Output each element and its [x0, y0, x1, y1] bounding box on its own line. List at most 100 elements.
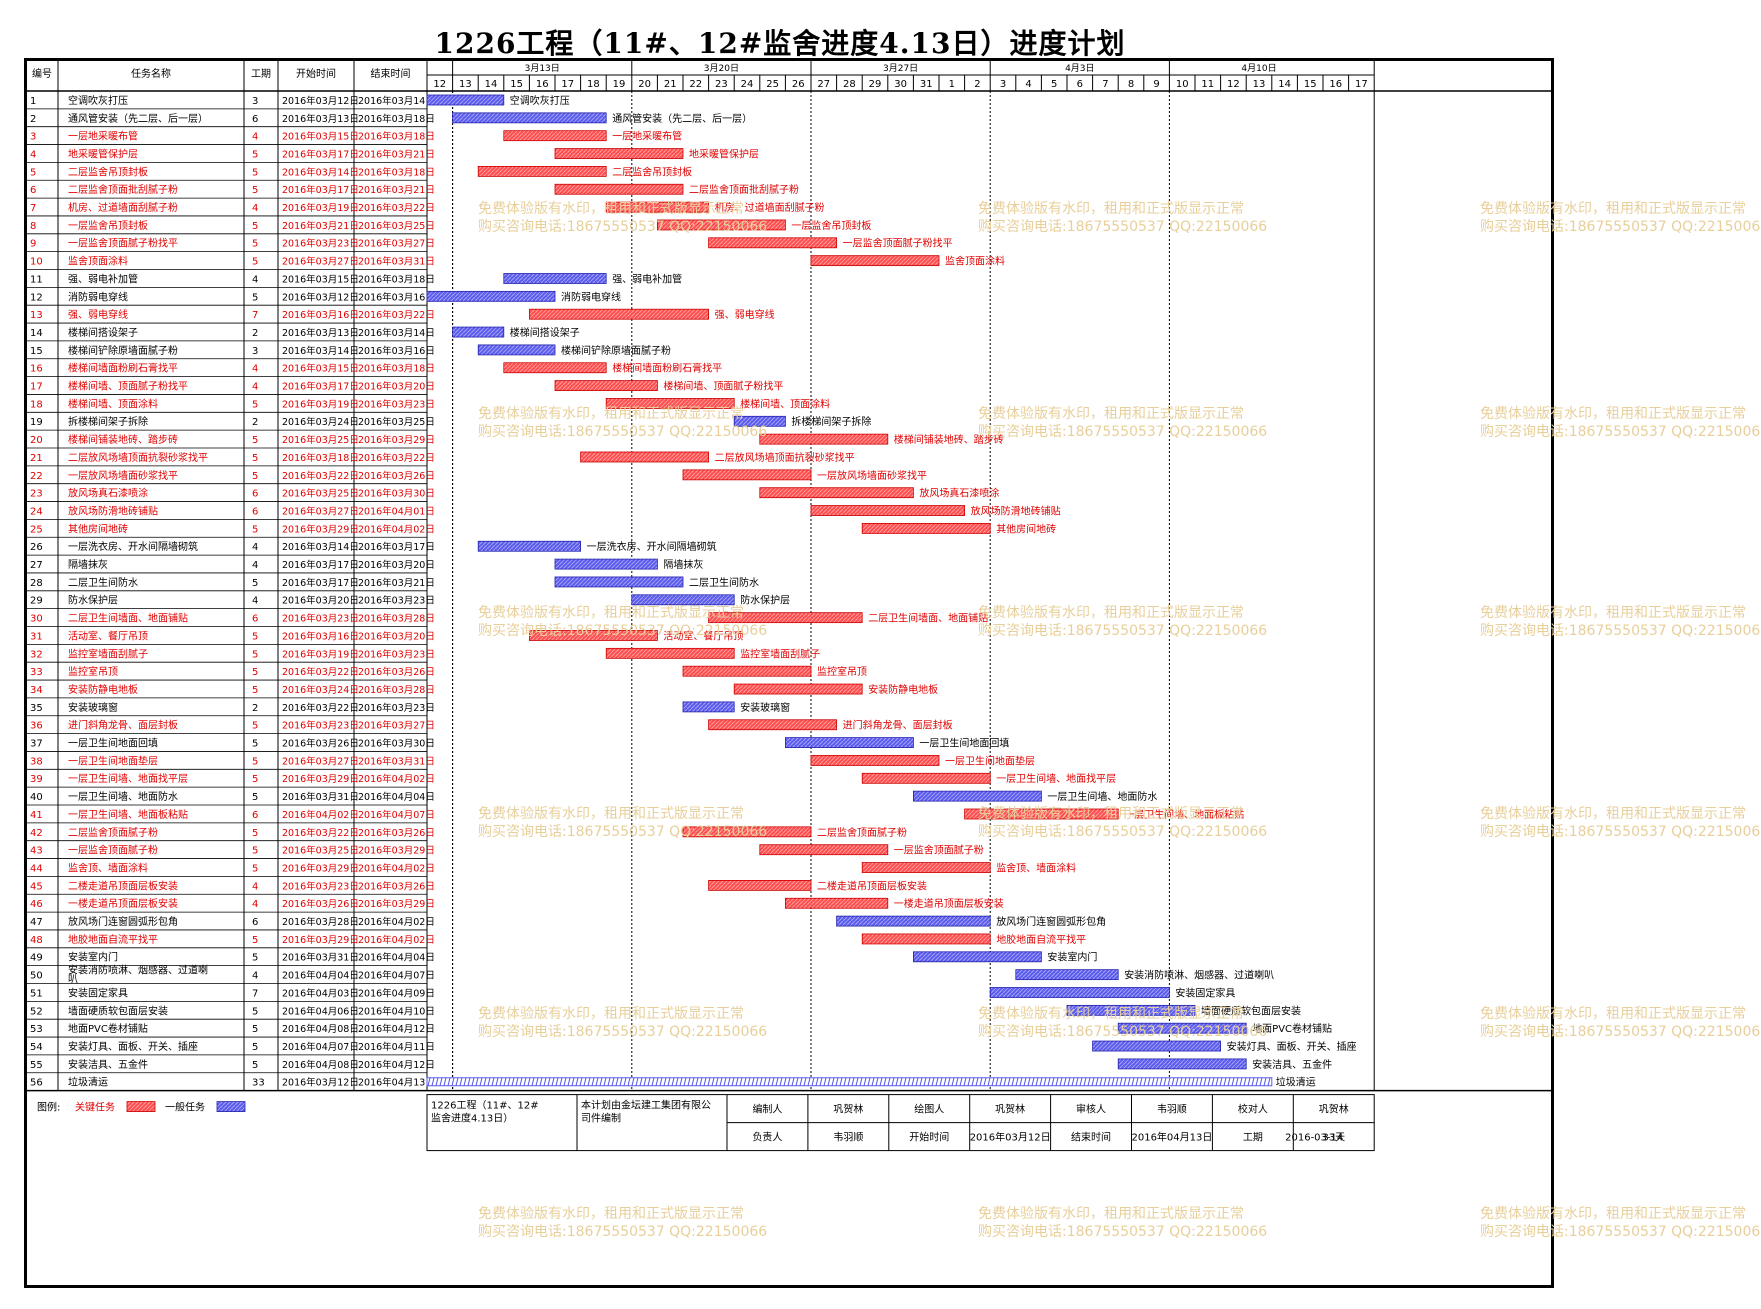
task-id: 27	[30, 560, 43, 571]
task-duration: 5	[252, 756, 258, 767]
task-name: 一层洗衣房、开水间隔墙砌筑	[68, 540, 198, 553]
summary-hatch	[787, 1077, 791, 1086]
summary-hatch	[471, 1077, 475, 1086]
task-name: 空调吹灰打压	[68, 94, 128, 107]
summary-hatch	[491, 1077, 495, 1086]
summary-hatch	[511, 1077, 515, 1086]
summary-hatch	[595, 1077, 599, 1086]
task-start: 2016年03月14日	[282, 345, 359, 357]
summary-hatch	[987, 1077, 991, 1086]
bar-label: 监控室墙面刮腻子	[740, 647, 820, 660]
general-task-bar	[682, 701, 735, 713]
legend-label: 图例:	[37, 1101, 60, 1114]
bar-label: 放风场防滑地砖铺贴	[971, 504, 1061, 517]
task-end: 2016年03月28日	[358, 613, 435, 625]
week-label: 4月10日	[1241, 63, 1276, 74]
footer-value: 2016年04月13日	[1131, 1131, 1212, 1144]
summary-hatch	[1039, 1077, 1043, 1086]
task-id: 25	[30, 524, 43, 535]
bar-label: 一层卫生间地面垫层	[945, 754, 1035, 767]
task-start: 2016年03月14日	[282, 541, 359, 553]
summary-hatch	[535, 1077, 539, 1086]
summary-hatch	[755, 1077, 759, 1086]
task-end: 2016年04月02日	[358, 773, 435, 785]
summary-hatch	[1163, 1077, 1167, 1086]
task-duration: 4	[252, 274, 258, 285]
task-id: 54	[30, 1042, 43, 1053]
bar-label: 进门斜角龙骨、面层封板	[843, 719, 953, 732]
summary-hatch	[823, 1077, 827, 1086]
day-label: 8	[1128, 79, 1134, 90]
task-end: 2016年04月10日	[358, 1005, 435, 1017]
task-start: 2016年03月25日	[282, 845, 359, 857]
bar-label: 地面PVC卷材铺贴	[1252, 1022, 1332, 1035]
task-name: 机房、过道墙面刮腻子粉	[68, 201, 178, 214]
task-start: 2016年03月22日	[282, 702, 359, 714]
summary-hatch	[751, 1077, 755, 1086]
summary-hatch	[995, 1077, 999, 1086]
footer-label: 绘图人	[914, 1103, 944, 1116]
general-task-bar	[554, 558, 658, 570]
task-name: 一楼走道吊顶面层板安装	[68, 897, 178, 910]
task-name: 隔墙抹灰	[68, 558, 108, 571]
day-label: 24	[741, 79, 754, 90]
header-end: 结束时间	[371, 67, 411, 80]
summary-hatch	[1259, 1077, 1263, 1086]
task-end: 2016年04月02日	[358, 523, 435, 535]
task-name: 安装灯具、面板、开关、插座	[68, 1040, 198, 1053]
task-name: 二层监舍顶面批刮腻子粉	[68, 183, 178, 196]
day-label: 20	[638, 79, 651, 90]
summary-hatch	[1199, 1077, 1203, 1086]
critical-task-bar	[708, 880, 812, 891]
bar-label: 隔墙抹灰	[663, 558, 703, 571]
critical-task-bar	[733, 683, 863, 695]
summary-hatch	[1063, 1077, 1067, 1086]
summary-hatch	[839, 1077, 843, 1086]
task-start: 2016年03月19日	[282, 398, 359, 410]
footer-company: 本计划由金坛建工集团有限公	[581, 1099, 711, 1112]
task-end: 2016年03月25日	[358, 220, 435, 232]
bar-label: 一层监舍顶面腻子粉找平	[843, 237, 953, 250]
task-start: 2016年03月12日	[282, 291, 359, 303]
task-duration: 5	[252, 1042, 258, 1053]
general-task-bar	[426, 94, 505, 106]
task-duration: 5	[252, 935, 258, 946]
task-start: 2016年03月28日	[282, 916, 359, 928]
summary-hatch	[991, 1077, 995, 1086]
task-name: 一层卫生间墙、地面防水	[68, 790, 178, 803]
summary-hatch	[575, 1077, 579, 1086]
bar-label: 二层监舍顶面腻子粉	[817, 826, 907, 839]
summary-hatch	[1227, 1077, 1231, 1086]
general-task-bar	[785, 737, 914, 748]
critical-task-bar	[861, 522, 991, 534]
task-end: 2016年03月26日	[358, 666, 435, 678]
bar-label: 安装消防喷淋、烟感器、过道喇叭	[1124, 969, 1274, 982]
summary-hatch	[671, 1077, 675, 1086]
summary-hatch	[431, 1077, 435, 1086]
task-name: 强、弱电补加管	[68, 272, 138, 285]
summary-hatch	[1103, 1077, 1107, 1086]
day-label: 21	[664, 79, 677, 90]
footer-label: 审核人	[1076, 1103, 1106, 1116]
task-duration: 5	[252, 435, 258, 446]
summary-hatch	[719, 1077, 723, 1086]
summary-hatch	[1087, 1077, 1091, 1086]
summary-hatch	[819, 1077, 823, 1086]
legend-general-swatch	[216, 1101, 246, 1112]
task-duration: 4	[252, 203, 258, 214]
summary-hatch	[1007, 1077, 1011, 1086]
task-end: 2016年03月27日	[358, 238, 435, 250]
summary-hatch	[555, 1077, 559, 1086]
summary-hatch	[1003, 1077, 1007, 1086]
task-end: 2016年03月17日	[358, 541, 435, 553]
summary-hatch	[599, 1077, 603, 1086]
summary-hatch	[451, 1077, 455, 1086]
bar-label: 垃圾清运	[1276, 1076, 1316, 1089]
task-end: 2016年03月26日	[358, 827, 435, 839]
summary-hatch	[1143, 1077, 1147, 1086]
bar-label: 一层卫生间地面回填	[919, 737, 1009, 750]
summary-hatch	[1215, 1077, 1219, 1086]
task-id: 40	[30, 792, 43, 803]
task-end: 2016年03月30日	[358, 738, 435, 750]
summary-hatch	[771, 1077, 775, 1086]
